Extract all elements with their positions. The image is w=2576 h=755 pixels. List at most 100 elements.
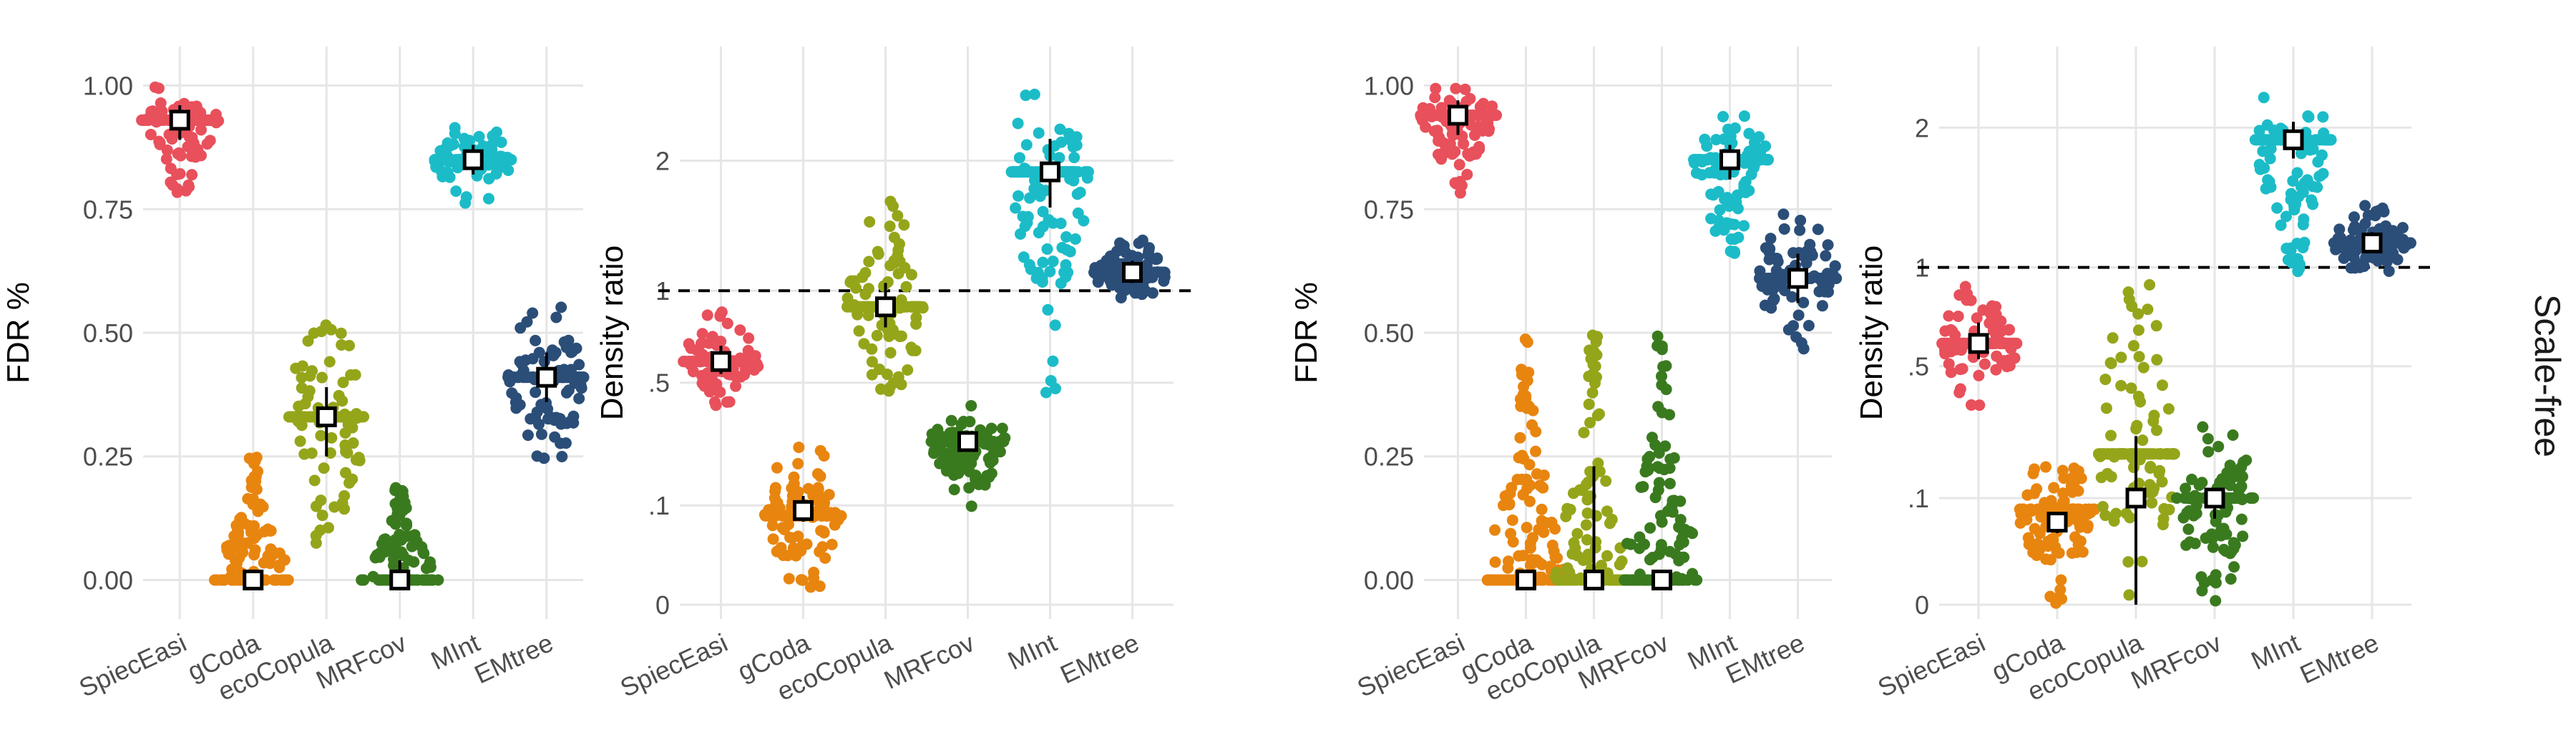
data-point [420, 562, 432, 575]
data-point [1538, 526, 1550, 538]
data-point [2193, 479, 2205, 491]
data-point [1483, 125, 1495, 137]
data-point [997, 432, 1010, 444]
data-point [531, 450, 543, 462]
data-point [2145, 462, 2157, 474]
data-point [779, 523, 791, 535]
data-point [1010, 202, 1022, 214]
data-point [792, 457, 804, 469]
data-point [811, 468, 824, 480]
data-point [2068, 479, 2080, 491]
data-point [2207, 541, 2219, 553]
data-point [859, 267, 872, 279]
data-point [555, 437, 567, 449]
data-point [1794, 224, 1806, 236]
data-point [264, 525, 276, 537]
data-point [560, 341, 572, 354]
data-point [1586, 329, 1599, 341]
data-point [1674, 539, 1686, 551]
data-point [2210, 595, 2222, 607]
data-point [1060, 244, 1073, 256]
data-point [341, 447, 353, 459]
data-point [482, 193, 494, 205]
data-point [804, 581, 816, 593]
data-point [1576, 484, 1589, 497]
data-point [900, 281, 912, 293]
data-point [710, 381, 722, 393]
data-point [389, 534, 401, 546]
data-point [2234, 482, 2246, 495]
data-point [769, 482, 781, 494]
y-tick-label: 0 [655, 590, 670, 620]
data-point [1991, 350, 2003, 362]
data-point [1604, 517, 1616, 530]
y-tick-label: 0 [1915, 590, 1929, 620]
data-point [2236, 470, 2248, 482]
data-point [373, 574, 385, 586]
data-point [1017, 210, 1029, 223]
data-point [2057, 487, 2069, 500]
data-point [2187, 492, 2199, 504]
data-point [902, 364, 914, 376]
data-point [2315, 170, 2327, 182]
data-point [1068, 152, 1080, 164]
data-point [353, 452, 365, 464]
data-point [326, 432, 338, 444]
median-marker [957, 431, 978, 452]
data-point [1725, 218, 1737, 230]
data-point [155, 114, 167, 126]
data-point [1664, 462, 1676, 474]
data-point [943, 463, 955, 475]
data-point [2356, 223, 2368, 235]
data-point [2158, 502, 2170, 515]
data-point [741, 358, 753, 370]
data-point [802, 482, 814, 495]
data-point [1664, 545, 1676, 557]
data-point [2372, 205, 2384, 217]
data-point [1990, 364, 2002, 376]
data-point [965, 500, 977, 512]
y-tick-label: 2 [1915, 113, 1929, 142]
data-point [2127, 340, 2140, 352]
median-marker [1719, 149, 1740, 170]
data-point [1815, 273, 1827, 284]
data-point [1055, 277, 1067, 289]
data-point [2257, 145, 2269, 157]
data-point [947, 442, 959, 454]
data-point [1644, 522, 1657, 534]
data-point [1822, 239, 1834, 251]
data-point [1479, 112, 1491, 124]
data-point [458, 132, 470, 145]
data-point [858, 301, 870, 313]
y-tick-label: 0.00 [83, 565, 133, 595]
median-marker [711, 351, 731, 372]
data-point [905, 268, 917, 281]
data-point [710, 399, 722, 411]
data-point [1738, 110, 1750, 122]
data-point [2040, 553, 2052, 565]
data-point [2156, 379, 2168, 391]
data-point [703, 337, 715, 349]
data-point [2136, 555, 2148, 568]
data-point [248, 549, 260, 561]
data-point [2180, 482, 2192, 495]
data-point [1506, 514, 1518, 526]
data-point [1996, 325, 2008, 337]
y-tick-label: .1 [1908, 484, 1929, 513]
data-point [492, 156, 504, 168]
data-point [2285, 194, 2297, 206]
data-point [1142, 249, 1154, 261]
data-point [2028, 487, 2040, 500]
data-point [1472, 120, 1484, 132]
data-point [1722, 197, 1734, 209]
data-point [965, 399, 977, 411]
data-point [514, 322, 527, 334]
data-point [527, 307, 539, 319]
median-marker [389, 569, 411, 590]
data-point [2029, 522, 2041, 535]
data-point [171, 168, 183, 180]
data-point [2039, 461, 2051, 473]
data-point [859, 288, 872, 301]
data-point [2262, 174, 2274, 186]
data-point [1505, 527, 1517, 540]
